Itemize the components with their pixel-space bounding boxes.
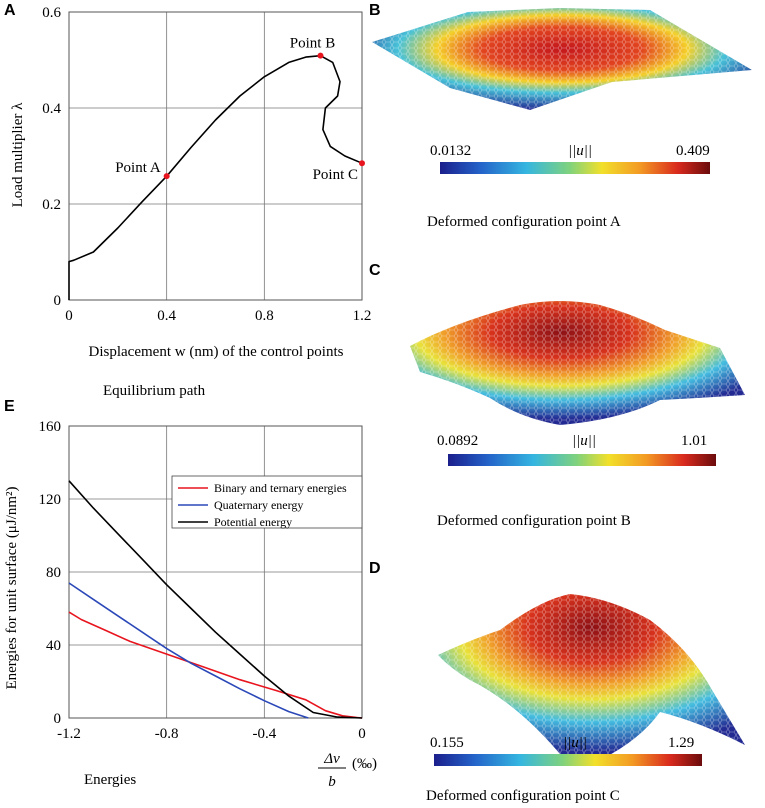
point-label: Point A bbox=[115, 160, 161, 176]
colorbar-max-c: 1.01 bbox=[681, 433, 708, 449]
colorbar-b bbox=[440, 162, 710, 174]
x-tick-label: 1.2 bbox=[353, 308, 372, 324]
x-axis-label-denominator: b bbox=[328, 774, 336, 790]
y-tick-label: 0 bbox=[54, 711, 62, 727]
legend-box bbox=[171, 475, 363, 529]
caption-c: Deformed configuration point B bbox=[437, 513, 631, 529]
marked-point bbox=[163, 173, 170, 180]
legend-entry: Binary and ternary energies bbox=[214, 481, 347, 495]
colorbar-d bbox=[434, 754, 702, 766]
y-tick-label: 80 bbox=[46, 565, 61, 581]
point-label: Point B bbox=[290, 36, 335, 52]
mesh-surface-b bbox=[372, 8, 752, 110]
legend-entry: Quaternary energy bbox=[214, 498, 303, 512]
y-axis-label-e: Energies for unit surface (μJ/nm²) bbox=[4, 486, 20, 689]
caption-d: Deformed configuration point C bbox=[426, 788, 620, 804]
x-tick-label: 0 bbox=[358, 726, 366, 742]
y-tick-label: 40 bbox=[46, 638, 61, 654]
colorbar-c bbox=[448, 454, 716, 466]
panel-letter-a: A bbox=[4, 2, 16, 19]
mesh-surface-d bbox=[438, 594, 745, 760]
colorbar-min-b: 0.0132 bbox=[430, 143, 472, 159]
y-tick-label: 0.6 bbox=[42, 5, 61, 21]
plot-frame bbox=[68, 11, 363, 301]
x-tick-label: -0.4 bbox=[252, 726, 276, 742]
plot-frame bbox=[68, 425, 363, 719]
series-line bbox=[68, 480, 363, 719]
panel-letter-b: B bbox=[369, 2, 381, 19]
colorbar-min-d: 0.155 bbox=[430, 735, 464, 751]
series-line bbox=[68, 582, 309, 719]
series-line bbox=[68, 611, 363, 719]
panel-letter-d: D bbox=[369, 560, 381, 577]
colorbar-max-b: 0.409 bbox=[676, 143, 710, 159]
x-tick-label: 0 bbox=[65, 308, 73, 324]
caption-b: Deformed configuration point A bbox=[427, 214, 621, 230]
x-tick-label: 0.8 bbox=[255, 308, 274, 324]
colorbar-title-c: ||u|| bbox=[572, 433, 596, 449]
marked-point bbox=[317, 52, 324, 59]
y-tick-label: 0.2 bbox=[42, 197, 61, 213]
colorbar-max-d: 1.29 bbox=[668, 735, 695, 751]
series-line bbox=[68, 54, 363, 300]
panel-letter-e: E bbox=[4, 398, 15, 415]
colorbar-min-c: 0.0892 bbox=[437, 433, 479, 449]
x-axis-label-a: Displacement w (nm) of the control point… bbox=[89, 344, 344, 360]
x-axis-label-numerator: Δv bbox=[323, 751, 340, 767]
colorbar-title-d: ||u|| bbox=[563, 735, 587, 751]
x-tick-label: 0.4 bbox=[157, 308, 176, 324]
marked-point bbox=[359, 160, 365, 167]
y-tick-label: 0.4 bbox=[42, 101, 61, 117]
caption-e: Energies bbox=[84, 772, 137, 788]
mesh-surface-c bbox=[410, 301, 745, 425]
y-tick-label: 0 bbox=[54, 293, 62, 309]
colorbar-title-b: ||u|| bbox=[568, 143, 592, 159]
y-tick-label: 160 bbox=[39, 419, 62, 435]
x-axis-label-unit: (‰) bbox=[352, 756, 377, 772]
panel-letter-c: C bbox=[369, 262, 381, 279]
x-tick-label: -1.2 bbox=[57, 726, 81, 742]
point-label: Point C bbox=[313, 167, 358, 183]
legend-entry: Potential energy bbox=[214, 515, 292, 529]
x-tick-label: -0.8 bbox=[155, 726, 179, 742]
y-axis-label-a: Load multiplier λ bbox=[10, 102, 26, 207]
caption-a: Equilibrium path bbox=[103, 383, 206, 399]
y-tick-label: 120 bbox=[39, 492, 62, 508]
